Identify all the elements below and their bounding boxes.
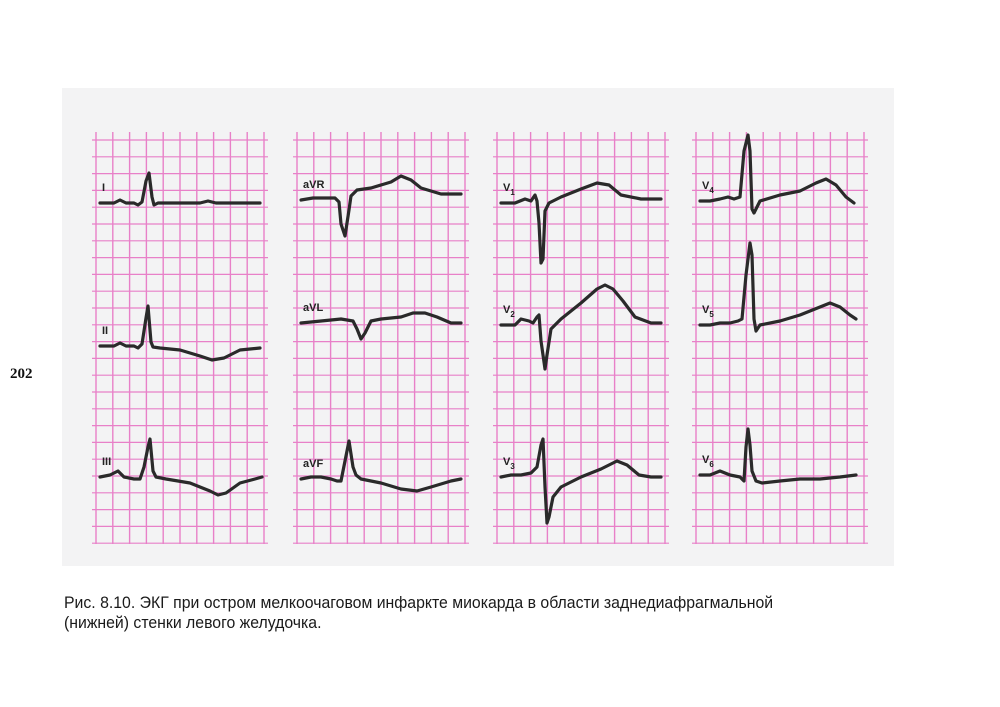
lead-label-avr: aVR [303, 179, 324, 191]
lead-label-ii: II [102, 325, 108, 337]
figure-caption: Рис. 8.10. ЭКГ при остром мелкоочаговом … [64, 593, 845, 633]
caption-line-2: (нижней) стенки левого желудочка. [64, 613, 322, 632]
ecg-trace-v2 [499, 283, 663, 371]
ecg-grid-column [293, 132, 469, 544]
lead-label-avl: aVL [303, 302, 323, 314]
lead-label-v6: V6 [702, 454, 714, 469]
lead-label-v5: V5 [702, 304, 714, 319]
lead-label-v3: V3 [503, 456, 515, 471]
ecg-trace-avl [299, 311, 463, 341]
ecg-trace-v5 [698, 241, 858, 333]
ecg-trace-v3 [499, 437, 663, 525]
ecg-trace-avf [299, 439, 463, 493]
lead-label-v4: V4 [702, 180, 714, 195]
ecg-grid-column [692, 132, 868, 544]
ecg-trace-v1 [499, 181, 663, 265]
caption-line-1: Рис. 8.10. ЭКГ при остром мелкоочаговом … [64, 593, 774, 612]
ecg-trace-v6 [698, 427, 858, 485]
ecg-trace-i [98, 171, 262, 207]
ecg-trace-avr [299, 174, 463, 238]
ecg-grid-column [493, 132, 669, 544]
ecg-trace-ii [98, 304, 262, 362]
ecg-trace-v4 [698, 133, 856, 215]
lead-label-iii: III [102, 456, 111, 468]
ecg-grid-column [92, 132, 268, 544]
lead-label-v1: V1 [503, 182, 515, 197]
lead-label-i: I [102, 182, 105, 194]
ecg-figure: I II III aVR aVL aVF V1 V2 V3 V4 V5 V6 [62, 88, 894, 566]
page-number: 202 [10, 366, 33, 382]
ecg-trace-iii [98, 437, 264, 497]
lead-label-avf: aVF [303, 458, 323, 470]
lead-label-v2: V2 [503, 304, 515, 319]
